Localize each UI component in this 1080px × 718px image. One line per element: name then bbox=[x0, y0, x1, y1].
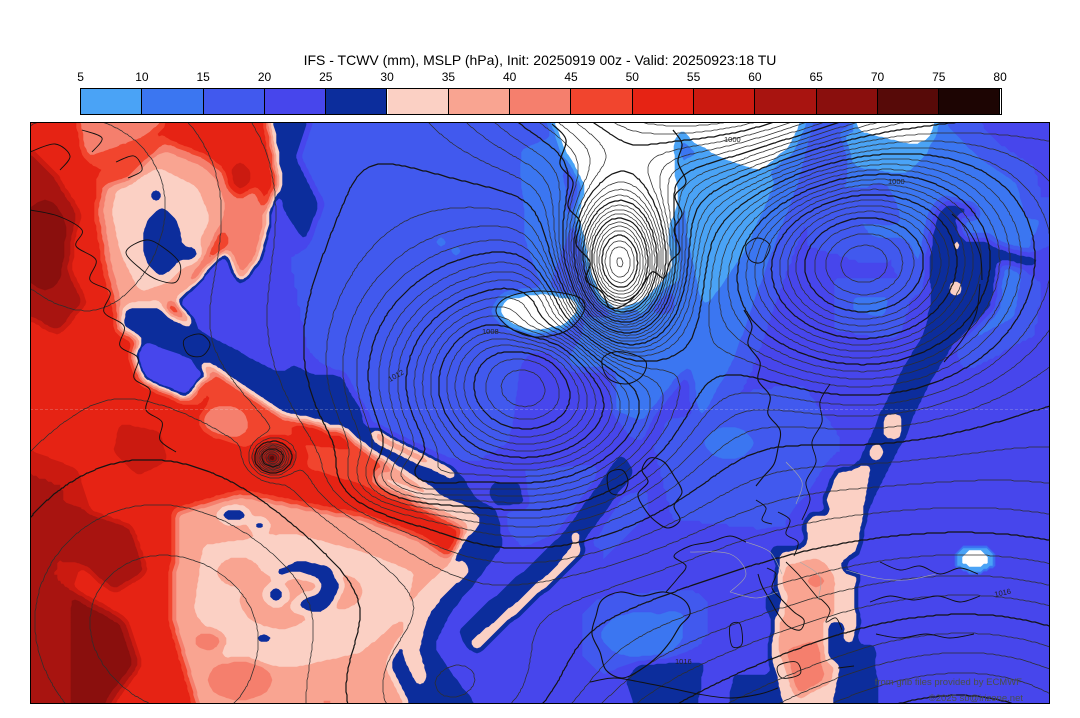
svg-text:1016: 1016 bbox=[675, 657, 692, 666]
svg-text:1000: 1000 bbox=[888, 177, 905, 186]
svg-text:1016: 1016 bbox=[994, 587, 1012, 599]
svg-text:1008: 1008 bbox=[482, 327, 499, 336]
svg-text:1000: 1000 bbox=[724, 135, 741, 144]
